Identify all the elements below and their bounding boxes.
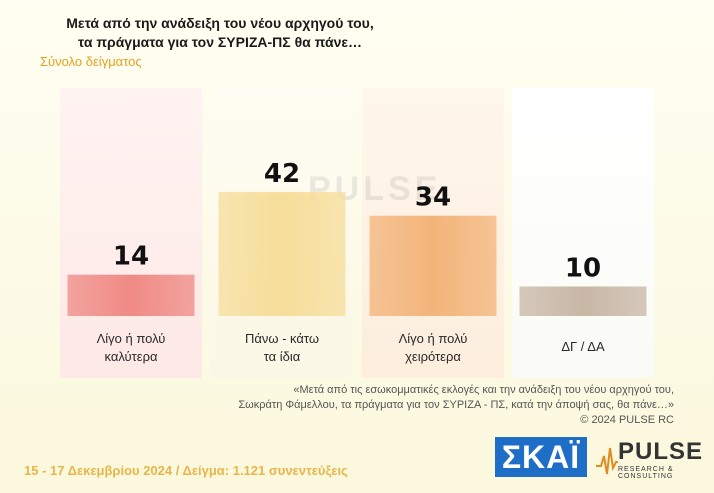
pulse-logo-word: PULSE (618, 438, 704, 465)
data-label: 10 (565, 254, 601, 284)
pulse-logo: PULSE RESEARCH & CONSULTING (596, 438, 708, 480)
survey-date-sample: 15 - 17 Δεκεμβρίου 2024 / Δείγμα: 1.121 … (24, 463, 348, 478)
category-label: ΔΓ / ΔΑ (561, 339, 605, 354)
footnote: «Μετά από τις εσωκομματικές εκλογές και … (194, 383, 674, 428)
bar (218, 192, 346, 316)
pulse-wave-icon (596, 447, 618, 475)
chart-subtitle: Σύνολο δείγματος (40, 54, 142, 69)
bar (369, 215, 497, 316)
footnote-line: Σωκράτη Φάμελλου, τα πράγματα για τον ΣΥ… (238, 399, 674, 411)
data-label: 34 (415, 183, 451, 213)
data-label: 14 (113, 242, 149, 272)
category-label: Πάνω - κάτω τα ίδια (244, 331, 320, 364)
chart-title: Μετά από την ανάδειξη του νέου αρχηγού τ… (66, 15, 374, 50)
footnote-line: «Μετά από τις εσωκομματικές εκλογές και … (293, 384, 674, 396)
pulse-logo-subtitle: RESEARCH & CONSULTING (618, 466, 674, 480)
copyright-text: © 2024 PULSE RC (580, 414, 674, 426)
bar (67, 274, 195, 316)
category-label: Λίγο ή πολύ καλύτερα (96, 331, 166, 364)
category-panel (512, 88, 654, 378)
skai-logo: ΣΚΑΪ (495, 437, 587, 477)
bar (519, 286, 647, 316)
category-panel (60, 88, 202, 378)
category-label: Λίγο ή πολύ χειρότερα (398, 331, 468, 364)
data-label: 42 (264, 159, 300, 189)
